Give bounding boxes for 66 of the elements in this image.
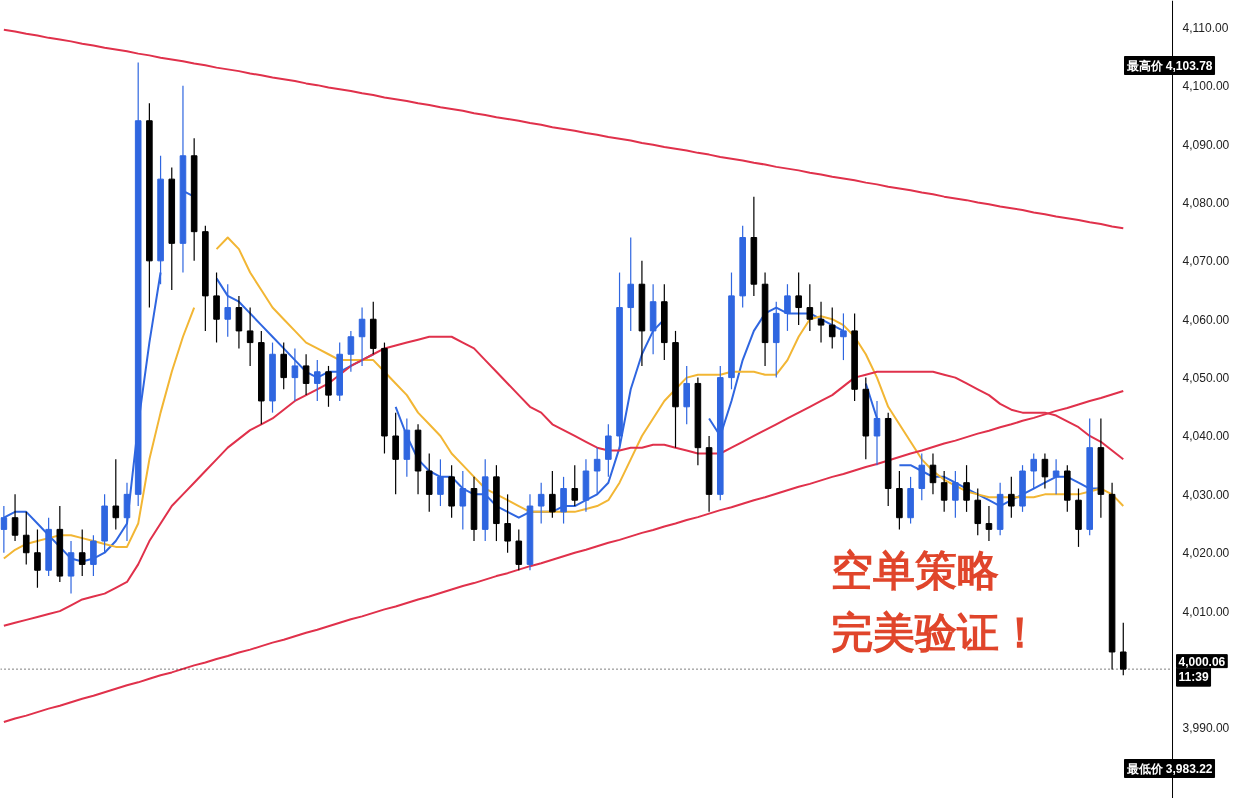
candlestick: [560, 476, 567, 525]
y-tick-label: 4,110.00: [1182, 20, 1229, 35]
line-series: [2, 28, 1125, 230]
candlestick: [325, 365, 332, 408]
candlestick: [605, 423, 612, 478]
candlestick: [437, 458, 444, 507]
candlestick: [213, 271, 220, 344]
candlestick: [34, 528, 41, 589]
candlestick: [504, 493, 511, 554]
candlestick: [515, 528, 523, 571]
y-tick-label: 4,020.00: [1182, 546, 1230, 561]
y-tick-label: 4,070.00: [1182, 254, 1230, 269]
candlestick: [918, 452, 926, 501]
candlestick: [627, 236, 635, 332]
candlestick: [817, 301, 825, 344]
y-tick-label: 4,010.00: [1182, 604, 1230, 619]
candlestick: [940, 470, 948, 513]
candlestick: [459, 470, 467, 530]
candlestick: [985, 505, 993, 542]
candlestick: [112, 458, 120, 530]
candlestick: [392, 412, 399, 495]
candlestick: [358, 306, 366, 367]
candlestick: [537, 482, 545, 525]
y-tick-label: 4,100.00: [1182, 79, 1230, 94]
annotation: 空单策略: [830, 546, 999, 595]
annotation: 最高价 4,103.78: [1125, 58, 1213, 73]
candlestick: [1030, 452, 1038, 490]
candlestick: [224, 283, 232, 338]
candlestick: [123, 482, 131, 542]
y-tick-label: 4,040.00: [1182, 429, 1230, 444]
candlestick: [784, 283, 791, 332]
candlestick: [806, 283, 814, 332]
y-tick-label: 4,090.00: [1182, 137, 1230, 152]
candlestick: [840, 312, 847, 361]
candlestick: [78, 528, 86, 577]
y-tick-label: 3,990.00: [1182, 721, 1230, 736]
candlestick: [571, 464, 579, 507]
candlestick: [549, 470, 556, 519]
candlestick: [11, 493, 19, 542]
y-tick-label: 4,080.00: [1182, 195, 1230, 210]
candlestick: [963, 464, 970, 513]
y-tick-label: 4,050.00: [1182, 371, 1230, 386]
candlestick: [795, 271, 802, 326]
annotation: 完美验证！: [830, 608, 1041, 657]
candlestick: [425, 452, 433, 513]
candlestick: [347, 330, 355, 373]
candlestick: [280, 341, 288, 390]
candlestick: [974, 487, 982, 536]
candlestick: [873, 400, 881, 466]
candlestick: [302, 353, 310, 396]
candlestick: [291, 347, 299, 402]
candlestick: [314, 359, 321, 402]
annotation: 最低价 3,983.22: [1125, 761, 1213, 776]
candlestick: [246, 306, 254, 367]
candlestick: [1041, 452, 1049, 490]
candlestick: [22, 511, 30, 566]
candlestick: [828, 306, 836, 350]
candlestick: [952, 470, 959, 519]
candlestick: [593, 447, 601, 495]
candlestick: [683, 365, 690, 425]
candlestick: [1008, 476, 1015, 519]
y-tick-label: 4,030.00: [1182, 487, 1230, 502]
y-tick-label: 4,060.00: [1182, 312, 1230, 327]
candlestick: [235, 295, 243, 350]
ref-line-label: 4,000.06 11:39: [1178, 654, 1226, 685]
candlestick: [1052, 458, 1060, 495]
